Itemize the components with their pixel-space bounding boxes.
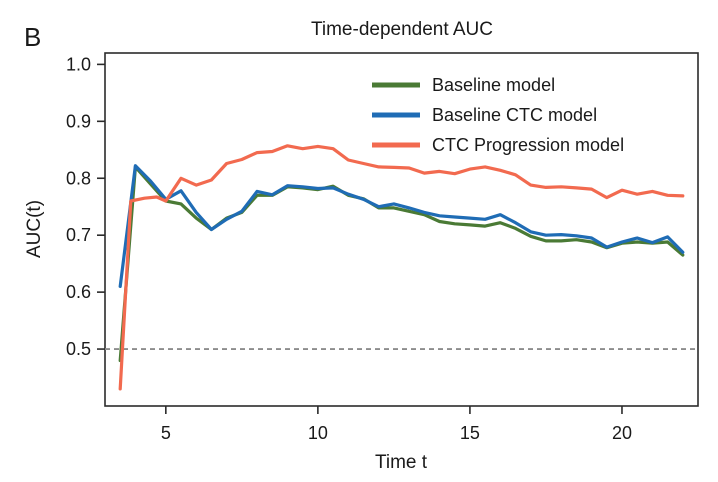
- y-tick-label: 0.7: [66, 225, 91, 245]
- y-tick-label: 1.0: [66, 54, 91, 74]
- y-axis-label: AUC(t): [24, 200, 45, 258]
- y-tick-label: 0.6: [66, 282, 91, 302]
- legend-label-2: Baseline CTC model: [432, 105, 597, 125]
- y-tick-label: 0.8: [66, 168, 91, 188]
- legend-label-3: CTC Progression model: [432, 135, 624, 155]
- series-layer: [118, 144, 685, 391]
- legend: Baseline model Baseline CTC model CTC Prog…: [372, 75, 624, 155]
- x-tick-label: 10: [308, 423, 328, 443]
- x-tick-label: 15: [460, 423, 480, 443]
- y-tick-label: 0.9: [66, 111, 91, 131]
- series-line-3: [118, 144, 685, 391]
- series-line-2: [118, 164, 685, 288]
- x-tick-label: 5: [161, 423, 171, 443]
- y-tick-label: 0.5: [66, 339, 91, 359]
- axis-layer: 5 10 15 20 0.5 0.6 0.7 0.8 0.9 1.0: [66, 54, 632, 443]
- chart-title: Time-dependent AUC: [311, 19, 493, 40]
- panel-letter: B: [24, 22, 41, 52]
- x-tick-label: 20: [612, 423, 632, 443]
- x-axis-label: Time t: [375, 452, 428, 473]
- legend-label-1: Baseline model: [432, 75, 555, 95]
- plot-frame: [104, 52, 699, 407]
- series-line-1: [118, 165, 685, 363]
